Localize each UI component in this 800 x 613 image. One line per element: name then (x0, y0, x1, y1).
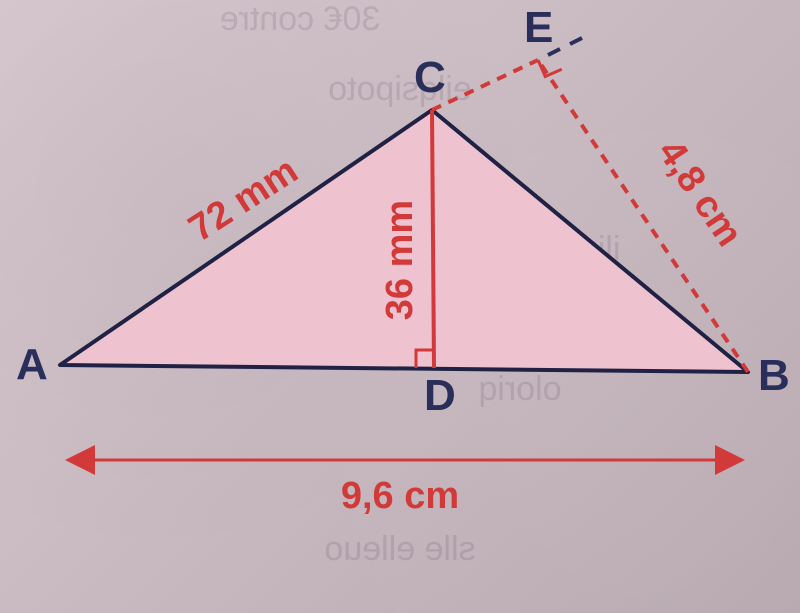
vertex-label-b: B (758, 351, 790, 400)
tick-past-e-2 (570, 38, 582, 44)
geometry-figure: eilqsipotoilinpie sioloriqslle elleuo30€… (0, 0, 800, 613)
vertex-label-e: E (524, 3, 553, 52)
measure-ab: 9,6 cm (341, 475, 459, 517)
vertex-label-d: D (424, 371, 456, 420)
ghost-text: slle elleuo (324, 530, 475, 568)
measure-be: 4,8 cm (649, 133, 750, 255)
ghost-text: oloriq (478, 370, 561, 408)
ghost-text: 30€ contre (220, 0, 381, 38)
right-angle-e (535, 60, 562, 79)
vertex-label-a: A (16, 340, 48, 389)
altitude-cd (432, 110, 434, 368)
vertex-label-c: C (414, 53, 446, 102)
measure-cd: 36 mm (379, 200, 421, 320)
